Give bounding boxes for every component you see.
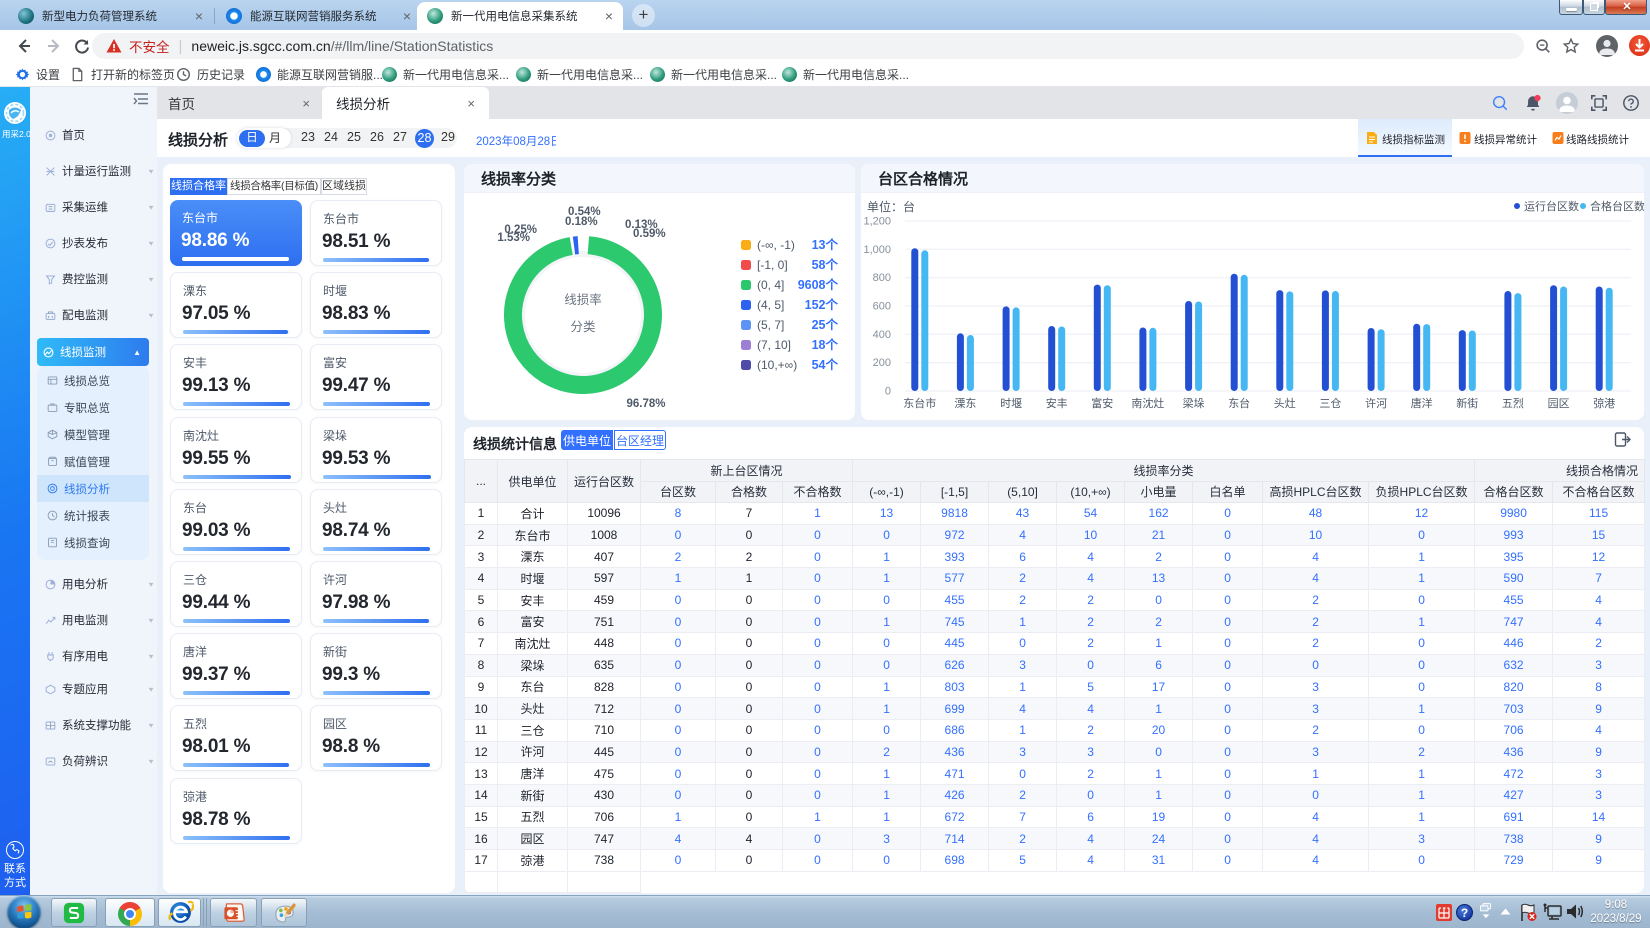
svg-text:新街: 新街: [1456, 396, 1478, 410]
svg-text:唐洋: 唐洋: [1411, 396, 1433, 410]
svg-text:(0, 4]: (0, 4]: [757, 278, 784, 292]
svg-text:单位：台: 单位：台: [867, 199, 915, 214]
svg-text:许河: 许河: [1365, 397, 1387, 410]
svg-text:五烈: 五烈: [1502, 396, 1524, 410]
svg-text:(4, 5]: (4, 5]: [757, 298, 784, 312]
svg-text:(7, 10]: (7, 10]: [757, 338, 791, 352]
svg-text:东台: 东台: [1228, 396, 1250, 410]
svg-text:富安: 富安: [1091, 396, 1113, 410]
svg-text:梁垛: 梁垛: [1183, 396, 1205, 410]
svg-text:三仓: 三仓: [1319, 396, 1341, 410]
svg-text:18个: 18个: [812, 337, 839, 352]
svg-text:南沈灶: 南沈灶: [1131, 396, 1164, 410]
svg-text:1,200: 1,200: [863, 216, 891, 228]
svg-text:(5, 7]: (5, 7]: [757, 318, 784, 332]
svg-text:152个: 152个: [805, 297, 839, 312]
svg-text:合格台区数: 合格台区数: [1590, 199, 1644, 213]
svg-text:800: 800: [873, 272, 891, 284]
svg-text:200: 200: [873, 357, 891, 369]
svg-text:400: 400: [873, 329, 891, 341]
svg-text:溧东: 溧东: [954, 396, 976, 410]
svg-text:(-∞, -1): (-∞, -1): [757, 238, 795, 252]
svg-text:(10,+∞): (10,+∞): [757, 358, 797, 372]
svg-text:0.13%: 0.13%: [625, 219, 658, 231]
svg-text:分类: 分类: [570, 320, 596, 334]
svg-text:96.78%: 96.78%: [626, 398, 665, 410]
svg-text:25个: 25个: [812, 317, 839, 332]
svg-text:600: 600: [873, 301, 891, 313]
svg-text:54个: 54个: [812, 357, 839, 372]
svg-text:0.59%: 0.59%: [633, 228, 666, 240]
svg-text:运行台区数: 运行台区数: [1524, 199, 1579, 213]
svg-text:13个: 13个: [812, 237, 839, 252]
svg-text:线损率: 线损率: [564, 292, 602, 307]
svg-text:时堰: 时堰: [1000, 397, 1022, 410]
svg-text:安丰: 安丰: [1046, 396, 1068, 410]
svg-text:9608个: 9608个: [798, 277, 839, 292]
svg-text:1.53%: 1.53%: [497, 232, 530, 244]
svg-text:0.25%: 0.25%: [504, 224, 537, 236]
svg-text:0.18%: 0.18%: [565, 216, 598, 228]
svg-text:[-1, 0]: [-1, 0]: [757, 258, 788, 272]
svg-text:头灶: 头灶: [1274, 397, 1296, 410]
svg-text:弶港: 弶港: [1593, 396, 1615, 410]
svg-text:0.54%: 0.54%: [568, 206, 601, 218]
svg-text:园区: 园区: [1548, 397, 1570, 410]
svg-text:58个: 58个: [812, 257, 839, 272]
svg-text:东台市: 东台市: [903, 396, 936, 410]
svg-text:0: 0: [885, 386, 891, 398]
svg-text:1,000: 1,000: [863, 244, 891, 256]
